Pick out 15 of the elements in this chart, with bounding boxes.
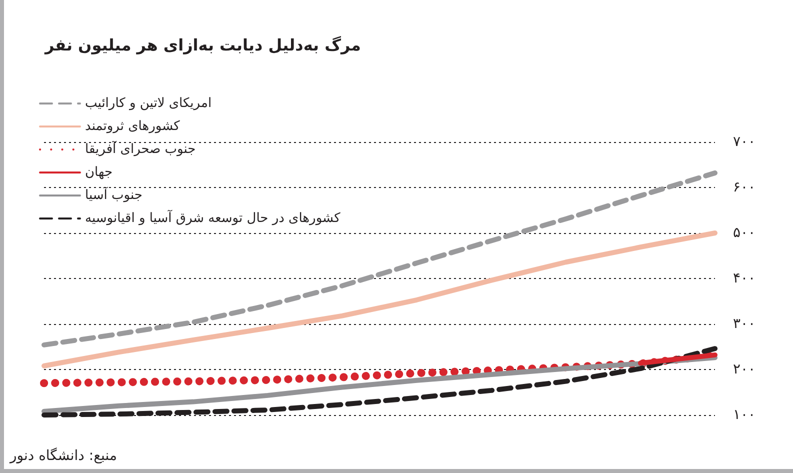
legend-label: کشورهای در حال توسعه شرق آسیا و اقیانوسیه [85,209,342,226]
y-tick-label: ۳۰۰ [733,316,756,332]
legend-label: جنوب صحرای آفریقا [85,140,196,157]
legend-label: کشورهای ثروتمند [85,119,181,134]
legend-label: امریکای لاتین و کارائیب [85,96,212,111]
legend-label: جهان [85,165,113,180]
y-tick-label: ۷۰۰ [733,134,756,150]
y-tick-label: ۶۰۰ [733,180,756,196]
y-tick-label: ۴۰۰ [733,270,756,286]
chart-title: مرگ به‌دلیل دیابت به‌ازای هر میلیون نفر [44,36,361,54]
y-tick-label: ۵۰۰ [733,225,756,241]
legend-label: جنوب آسیا [85,186,142,203]
text: منبع: دانشگاه دنور [9,447,117,464]
y-tick-label: ۲۰۰ [733,362,756,378]
y-tick-label: ۱۰۰ [733,407,756,423]
